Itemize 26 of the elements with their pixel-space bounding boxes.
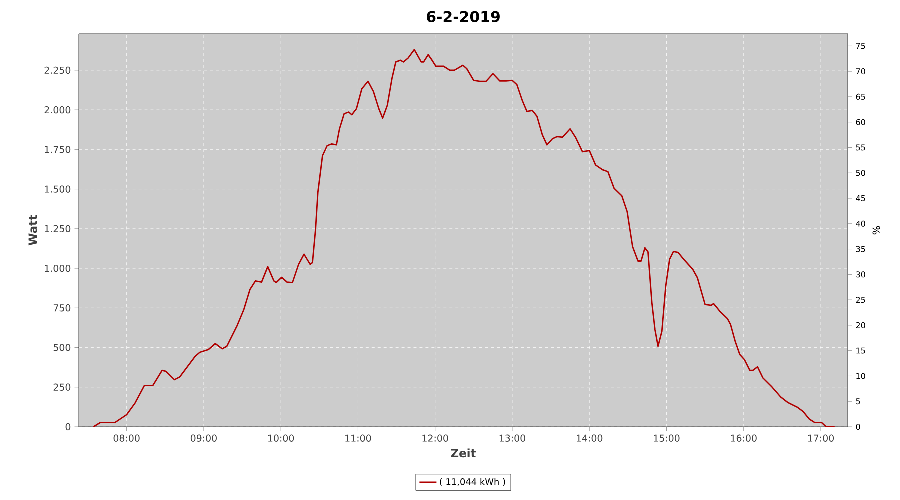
x-tick-label: 13:00: [500, 434, 526, 442]
x-tick-label: 17:00: [808, 434, 834, 442]
x-tick-label: 15:00: [654, 434, 680, 442]
y2-axis-title: %: [872, 226, 880, 235]
y-tick-label: 250: [54, 384, 71, 391]
x-tick-label: 10:00: [268, 434, 294, 442]
y-tick-label: 1.000: [45, 264, 71, 272]
x-tick-label: 08:00: [114, 434, 140, 442]
x-tick-label: 11:00: [346, 434, 372, 442]
x-tick-label: 12:00: [422, 434, 448, 442]
y-tick-label: 2.000: [44, 106, 71, 114]
y-tick-label: 1.750: [45, 146, 71, 154]
y-tick-label: 750: [54, 304, 71, 312]
y-tick-label: 2.250: [44, 66, 71, 74]
y-tick-label: 500: [54, 344, 71, 352]
chart-title: 6-2-2019: [427, 11, 500, 23]
x-tick-label: 14:00: [577, 434, 603, 442]
x-axis-title: Zeit: [451, 448, 476, 458]
line-series: [92, 49, 836, 427]
x-tick-label: 16:00: [731, 434, 757, 442]
y-tick-label: 1.250: [45, 225, 71, 232]
legend-label: ( 11,044 kWh ): [440, 478, 506, 486]
y-axis-title: Watt: [28, 215, 38, 246]
x-tick-label: 09:00: [190, 434, 217, 442]
y-tick-label: 0: [66, 423, 71, 431]
y-tick-label: 1.500: [45, 186, 71, 193]
